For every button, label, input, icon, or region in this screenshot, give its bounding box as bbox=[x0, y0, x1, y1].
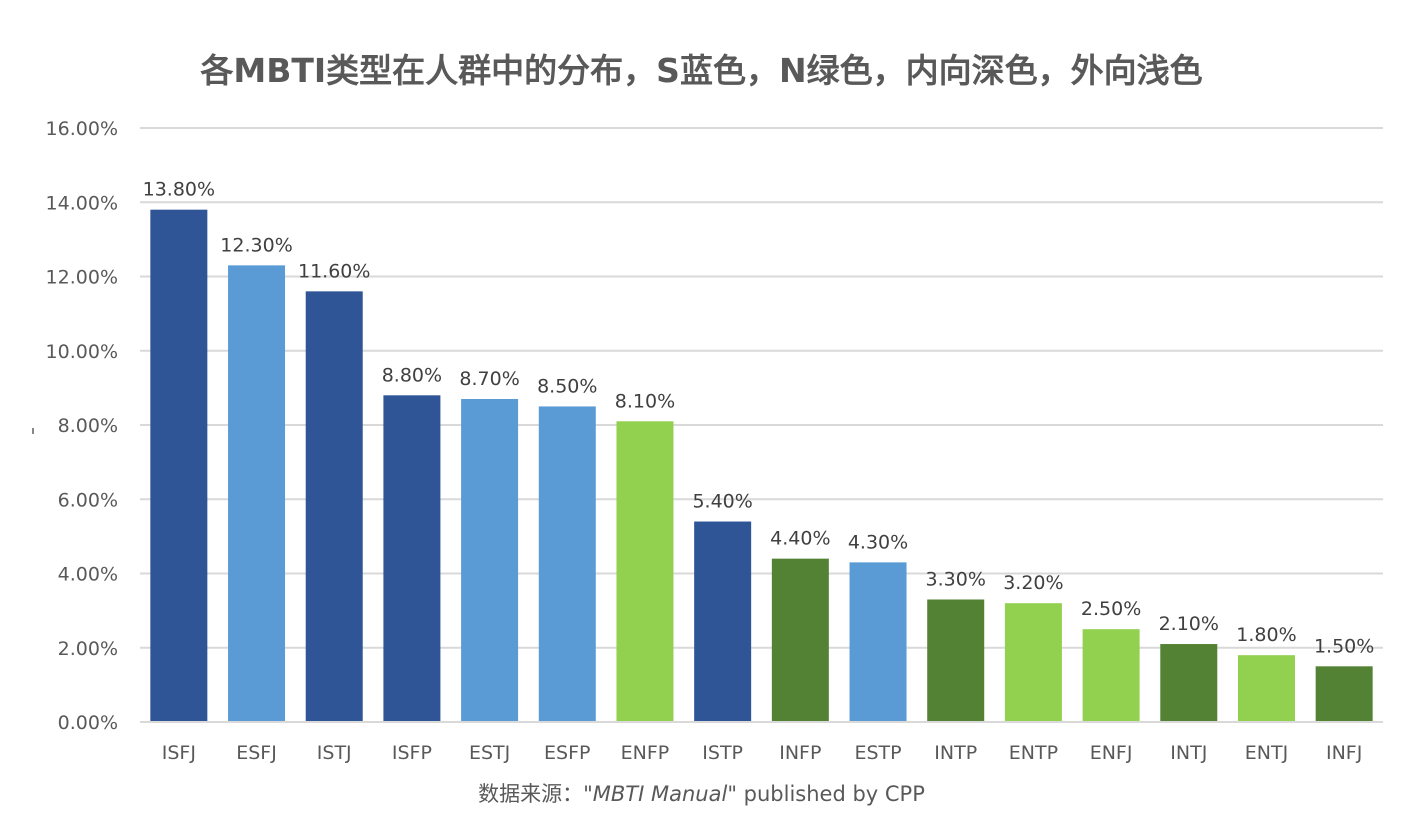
data-label: 3.30% bbox=[926, 568, 986, 590]
bar-estj bbox=[461, 399, 519, 722]
x-tick-label: ENTJ bbox=[1245, 742, 1288, 764]
x-tick-label: INTJ bbox=[1170, 742, 1207, 764]
axis-title-mark bbox=[32, 428, 34, 434]
bar-entj bbox=[1237, 655, 1295, 722]
data-label: 1.80% bbox=[1236, 624, 1296, 646]
x-tick-label: ESFJ bbox=[236, 742, 277, 764]
x-tick-label: ISTP bbox=[702, 742, 743, 764]
data-label: 1.50% bbox=[1314, 635, 1374, 657]
bar-intj bbox=[1160, 644, 1218, 722]
x-tick-label: INFJ bbox=[1326, 742, 1362, 764]
source-note-title: MBTI Manual bbox=[592, 782, 728, 806]
bar-intp bbox=[927, 599, 985, 722]
bar-estp bbox=[849, 562, 907, 722]
source-note: 数据来源："MBTI Manual" published by CPP bbox=[0, 778, 1403, 808]
data-label: 4.40% bbox=[770, 528, 830, 550]
bar-enfp bbox=[616, 421, 674, 722]
data-label: 2.10% bbox=[1159, 613, 1219, 635]
data-label: 8.10% bbox=[615, 390, 675, 412]
x-axis-tick-labels: ISFJ ESFJ ISTJ ISFP ESTJ ESFP ENFP ISTP INFP ESTP… bbox=[162, 742, 1363, 764]
y-axis-tick-labels: 0.00% 2.00% 4.00% 6.00% 8.00% 10.00% 12.00% 14.… bbox=[46, 118, 118, 734]
chart-title: 各MBTI类型在人群中的分布，S蓝色，N绿色，内向深色，外向浅色 bbox=[200, 51, 1203, 90]
source-note-prefix: 数据来源：" bbox=[478, 782, 593, 806]
y-tick-label: 2.00% bbox=[58, 638, 118, 660]
bar-infj bbox=[1315, 666, 1373, 722]
x-tick-label: ESFP bbox=[544, 742, 590, 764]
x-tick-label: INTP bbox=[934, 742, 977, 764]
bar-entp bbox=[1004, 603, 1062, 722]
data-label: 8.70% bbox=[459, 368, 519, 390]
data-labels: 13.80% 12.30% 11.60% 8.80% 8.70% 8.50% 8.10% 5.… bbox=[143, 179, 1375, 658]
x-tick-label: ENFP bbox=[621, 742, 670, 764]
data-label: 8.80% bbox=[382, 364, 442, 386]
x-tick-label: ISTJ bbox=[317, 742, 352, 764]
x-tick-label: INFP bbox=[779, 742, 821, 764]
bar-esfp bbox=[538, 406, 596, 722]
bar-istp bbox=[694, 521, 752, 722]
y-tick-label: 14.00% bbox=[46, 192, 118, 214]
x-tick-label: ESTP bbox=[854, 742, 901, 764]
y-tick-label: 0.00% bbox=[58, 712, 118, 734]
y-tick-label: 16.00% bbox=[46, 118, 118, 140]
data-label: 12.30% bbox=[220, 234, 292, 256]
data-label: 11.60% bbox=[298, 260, 370, 282]
bar-enfj bbox=[1082, 629, 1140, 722]
data-label: 5.40% bbox=[692, 491, 752, 513]
y-tick-label: 10.00% bbox=[46, 341, 118, 363]
data-label: 2.50% bbox=[1081, 598, 1141, 620]
data-label: 13.80% bbox=[143, 179, 215, 201]
bar-isfp bbox=[383, 395, 441, 722]
bar-esfj bbox=[228, 265, 286, 722]
x-tick-label: ISFP bbox=[392, 742, 432, 764]
x-tick-label: ENTP bbox=[1009, 742, 1058, 764]
x-tick-label: ISFJ bbox=[162, 742, 196, 764]
data-label: 4.30% bbox=[848, 531, 908, 553]
x-tick-label: ESTJ bbox=[469, 742, 510, 764]
data-label: 8.50% bbox=[537, 375, 597, 397]
y-tick-label: 8.00% bbox=[58, 415, 118, 437]
y-tick-label: 4.00% bbox=[58, 564, 118, 586]
x-tick-label: ENFJ bbox=[1090, 742, 1133, 764]
data-label: 3.20% bbox=[1003, 572, 1063, 594]
y-tick-label: 6.00% bbox=[58, 489, 118, 511]
y-tick-label: 12.00% bbox=[46, 267, 118, 289]
source-note-suffix: " published by CPP bbox=[727, 782, 925, 806]
bar-infp bbox=[771, 558, 829, 722]
bars bbox=[140, 209, 1383, 723]
bar-istj bbox=[305, 291, 363, 722]
bar-isfj bbox=[150, 209, 208, 723]
